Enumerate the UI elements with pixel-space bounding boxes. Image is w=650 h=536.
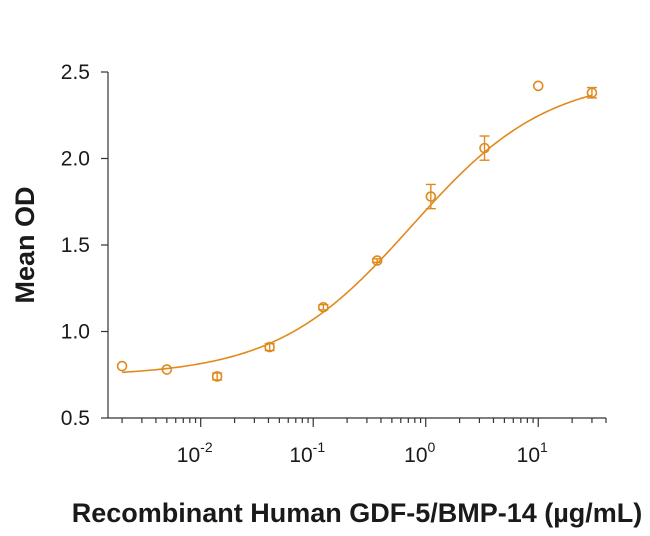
x-tick-label: 10-1 xyxy=(289,439,325,467)
x-axis-title: Recombinant Human GDF-5/BMP-14 (µg/mL) xyxy=(72,498,643,528)
data-point xyxy=(318,301,329,313)
data-point xyxy=(425,191,437,202)
x-tick-label: 101 xyxy=(517,439,548,467)
data-point xyxy=(264,341,275,353)
y-axis-title: Mean OD xyxy=(10,186,40,303)
data-point xyxy=(161,364,173,375)
data-point xyxy=(586,87,598,99)
y-tick-label: 1.0 xyxy=(61,321,90,344)
y-tick-label: 1.5 xyxy=(61,234,90,257)
y-tick-label: 2.5 xyxy=(61,61,90,84)
data-point xyxy=(479,142,490,154)
x-ticks: 10-2 10-1 100 101 xyxy=(121,418,607,467)
fit-layer xyxy=(122,94,593,374)
points-layer xyxy=(116,80,598,382)
data-point xyxy=(211,371,223,382)
fit-curve xyxy=(122,94,593,374)
data-point xyxy=(532,80,544,92)
x-tick-label: 10-2 xyxy=(177,439,213,467)
y-tick-label: 0.5 xyxy=(61,407,90,430)
x-tick-label: 100 xyxy=(404,439,435,467)
y-tick-label: 2.0 xyxy=(61,148,90,171)
data-point xyxy=(371,255,383,266)
data-point xyxy=(116,360,128,372)
y-ticks: 0.5 1.0 1.5 2.0 2.5 xyxy=(61,61,108,430)
